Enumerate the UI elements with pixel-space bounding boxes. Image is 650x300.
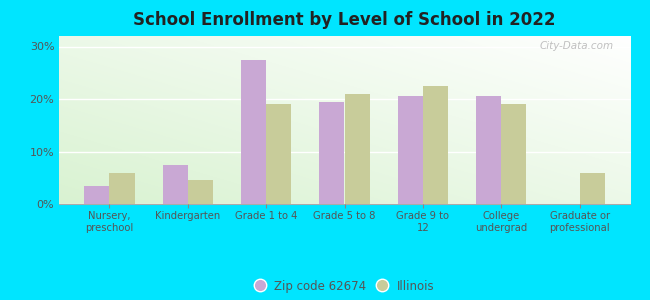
Legend: Zip code 62674, Illinois: Zip code 62674, Illinois — [249, 274, 440, 298]
Bar — [580, 172, 604, 204]
Bar — [398, 96, 423, 204]
Bar — [501, 104, 526, 204]
Bar — [266, 104, 291, 204]
Text: City-Data.com: City-Data.com — [540, 41, 614, 51]
Title: School Enrollment by Level of School in 2022: School Enrollment by Level of School in … — [133, 11, 556, 29]
Bar — [476, 96, 501, 204]
Bar — [344, 94, 370, 204]
Bar — [319, 102, 344, 204]
Bar — [241, 60, 266, 204]
Bar — [162, 165, 188, 204]
Bar — [84, 186, 109, 204]
Bar — [109, 172, 135, 204]
Bar — [423, 86, 448, 204]
Bar — [188, 180, 213, 204]
